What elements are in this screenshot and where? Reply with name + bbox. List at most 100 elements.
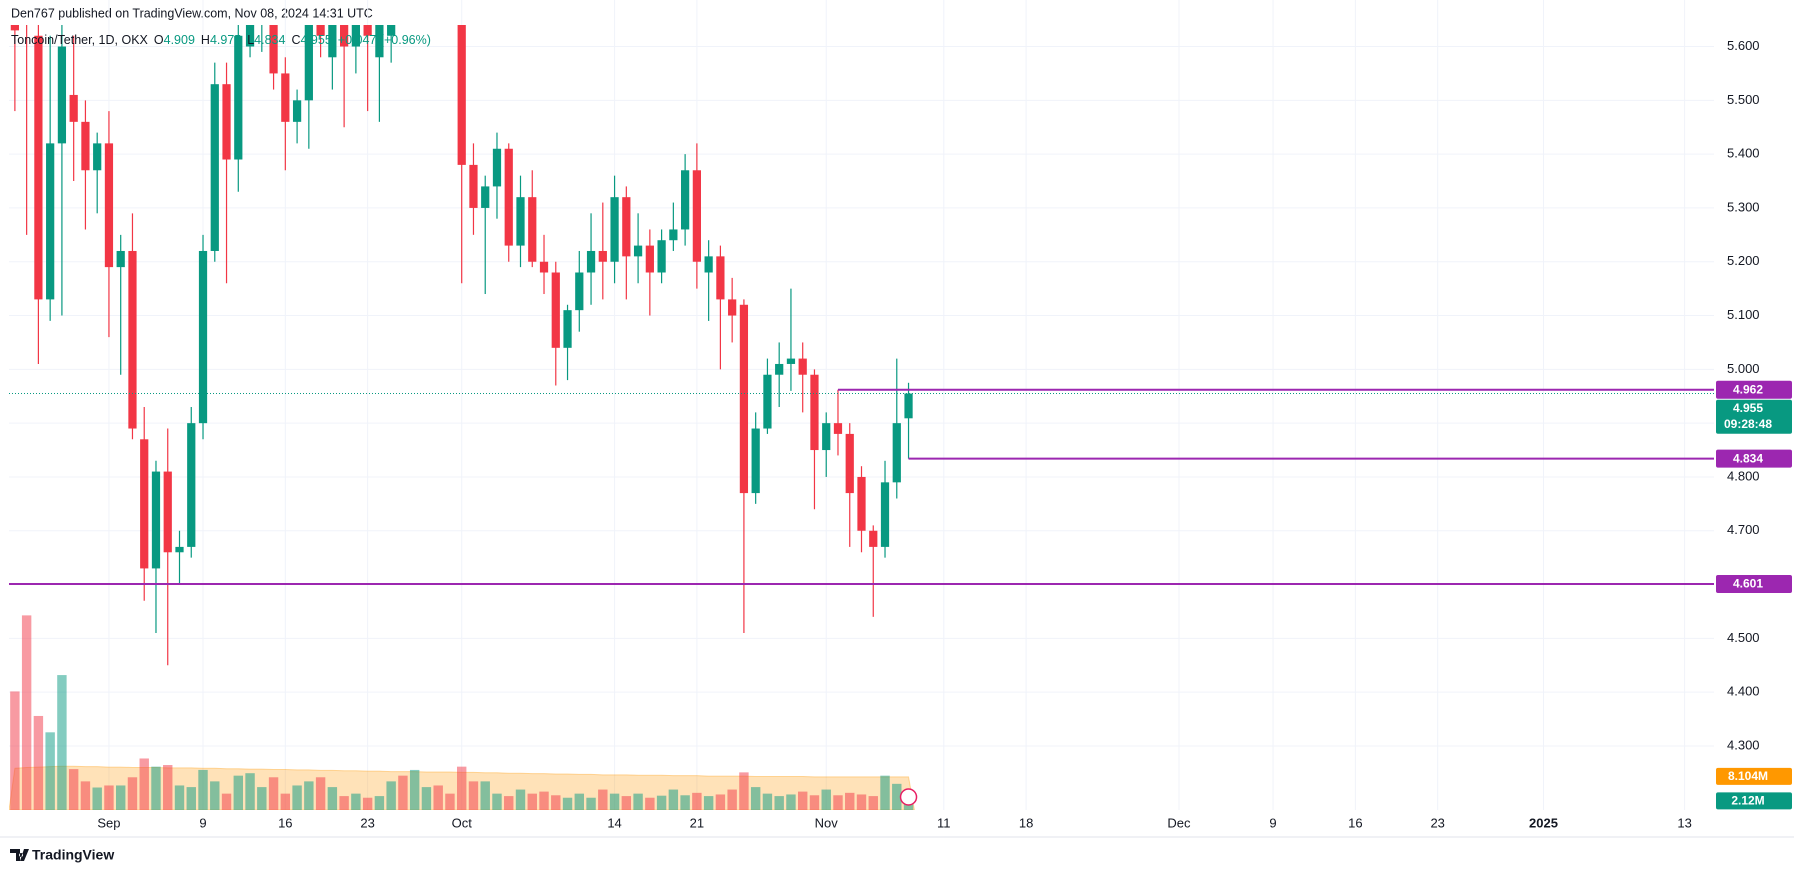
x-tick-label: Sep [97,815,120,830]
y-tick-label: 4.400 [1727,684,1760,699]
volume-bar [315,777,326,810]
volume-bar [351,793,361,810]
legend-value: 4.955 [300,33,331,47]
candle-body [528,197,537,262]
legend-value: 4.975 [210,33,241,47]
candle-body [763,374,772,429]
candle-body [551,272,560,348]
volume-bar [750,787,761,810]
candle-body [892,423,901,483]
legend-change: +0.047 (+0.96%) [338,33,431,47]
y-tick-label: 5.300 [1727,199,1760,214]
candle-body [128,250,137,429]
volume-ma-tag-label: 8.104M [1728,769,1768,783]
volume-bar [398,775,408,810]
candle-body [269,25,278,74]
legend-value: 4.909 [164,33,195,47]
legend-key: H [201,33,210,47]
price-tag [1716,449,1792,468]
volume-bar [715,794,726,810]
plot-area [9,25,915,810]
volume-bar [339,796,349,810]
volume-bar [57,675,67,810]
y-tick-label: 5.600 [1727,38,1760,53]
current-price-label: 4.955 [1733,401,1763,415]
candle-body [869,530,878,547]
volume-bar [163,765,173,810]
volume-bar [692,792,702,810]
y-tick-label: 5.500 [1727,92,1760,107]
volume-bar [774,796,784,810]
candle-body [681,170,690,230]
volume-bar [10,691,20,810]
volume-bar [233,775,243,810]
candle-body [704,256,713,273]
volume-bar [845,792,855,810]
candle-body [563,310,572,348]
x-tick-label: Dec [1167,815,1191,830]
candle-body [669,229,678,241]
volume-bar [280,793,291,810]
candle-body [281,73,290,122]
candle-body [81,121,90,171]
legend-title: Toncoin/Tether, 1D, OKX [11,33,149,47]
countdown: 09:28:48 [1724,417,1772,431]
x-tick-label: 18 [1019,815,1033,830]
volume-bar [104,785,114,810]
candle-body [622,197,631,257]
candle-body [210,84,219,251]
volume-bar [739,772,749,810]
grid [9,0,1714,810]
candle-body [163,471,172,553]
candle-body [481,186,490,208]
volume-bar [80,781,91,810]
volume-bar [445,793,455,810]
volume-bar [727,789,737,810]
x-tick-label: 16 [278,815,292,830]
y-tick-label: 5.100 [1727,307,1760,322]
volume-bar [468,781,479,810]
volume-bar [92,787,102,810]
volume-bar [221,793,232,810]
volume-bar [504,796,514,810]
candle-body [633,245,643,257]
candle-body [692,170,701,262]
candle-body [798,358,807,375]
price-tag-label: 4.962 [1733,382,1763,396]
candle-body [857,476,866,531]
volume-bar [645,797,655,810]
candle-body [751,428,760,494]
x-tick-label: 13 [1677,815,1691,830]
volume-bar [245,773,255,810]
volume-bar [821,789,831,810]
volume-bar [833,795,843,810]
candle-body [457,25,466,165]
candle-body [645,245,654,273]
volume-bar [292,785,302,810]
candle-body [728,299,737,316]
attribution: Den767 published on TradingView.com, Nov… [11,6,373,20]
volume-tag [1716,792,1792,810]
legend-key: C [291,33,300,47]
candle-body [304,25,313,101]
candle-body [775,363,784,375]
footer-brand: TradingView [32,847,114,863]
volume-bar [539,791,549,810]
volume-bar [668,789,679,810]
volume-bar [327,787,338,810]
current-price-tag [1716,399,1792,434]
volume-bar [409,769,420,810]
candle-body [469,164,478,208]
candle-body [786,358,796,364]
y-tick-label: 5.400 [1727,146,1760,161]
candle-body [516,197,525,246]
volume-ma-tag [1716,767,1792,785]
volume-bar [680,795,690,810]
candle-body [598,250,607,262]
volume-bar [210,781,220,810]
volume-bar [609,793,620,810]
volume-bar [268,777,279,810]
price-tag-label: 4.601 [1733,577,1763,591]
